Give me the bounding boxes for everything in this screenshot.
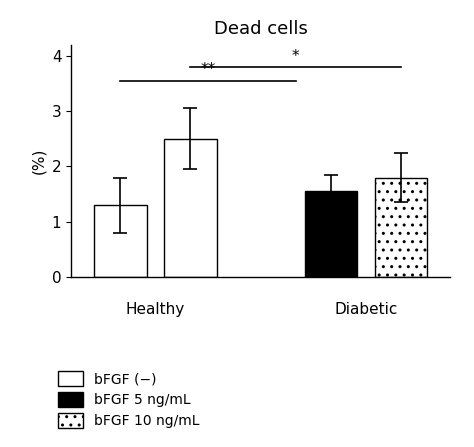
Bar: [305, 191, 357, 277]
Text: Healthy: Healthy: [126, 302, 185, 317]
Text: *: *: [292, 49, 300, 63]
Bar: [375, 177, 428, 277]
Text: **: **: [201, 62, 216, 77]
Y-axis label: (%): (%): [31, 148, 46, 174]
Bar: [164, 139, 217, 277]
Title: Dead cells: Dead cells: [214, 20, 308, 38]
Legend: bFGF (−), bFGF 5 ng/mL, bFGF 10 ng/mL: bFGF (−), bFGF 5 ng/mL, bFGF 10 ng/mL: [52, 366, 205, 433]
Bar: [94, 205, 146, 277]
Text: Diabetic: Diabetic: [334, 302, 398, 317]
